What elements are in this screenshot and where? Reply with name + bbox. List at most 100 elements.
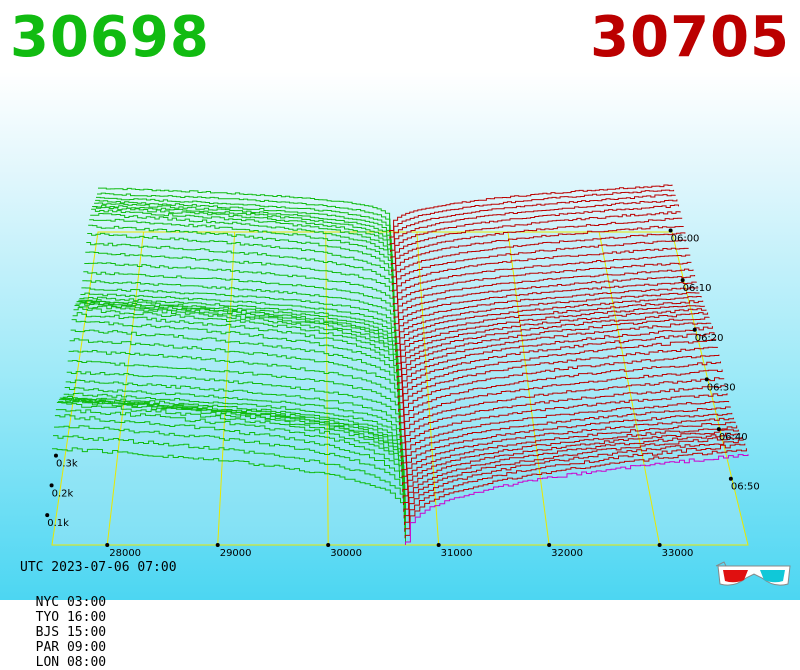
bid-depth-line: [93, 204, 392, 266]
bid-depth-line: [82, 280, 396, 339]
price-tick-label: 30000: [330, 548, 362, 559]
bid-depth-line: [81, 287, 396, 346]
bid-depth-line: [78, 299, 397, 366]
bid-depth-line: [74, 305, 399, 392]
clock-tyo: TYO 16:00: [35, 610, 107, 625]
ask-depth-line: [398, 354, 720, 426]
ask-depth-line: [390, 211, 681, 266]
price-tick-label: 33000: [662, 548, 694, 559]
ask-depth-line: [395, 305, 705, 366]
depth-tick-label: 0.3k: [56, 459, 78, 470]
bid-depth-line: [64, 387, 402, 459]
time-tick-label: 06:30: [707, 382, 736, 393]
bid-depth-line: [79, 296, 397, 359]
ask-depth-line: [394, 292, 700, 346]
bid-depth-line: [54, 414, 405, 525]
ask-depth-line: [390, 199, 678, 252]
bid-depth-line: [60, 397, 403, 486]
bid-depth-line: [89, 218, 394, 292]
price-tick-label: 28000: [109, 548, 141, 559]
price-tick-label: 32000: [551, 548, 583, 559]
time-tick-label: 06:40: [719, 432, 748, 443]
ask-depth-line: [397, 332, 715, 406]
bid-depth-line: [87, 232, 394, 306]
ask-depth-line: [405, 454, 749, 545]
depth-tick-dot: [49, 483, 54, 488]
time-tick-dot: [716, 427, 721, 432]
time-tick-label: 06:00: [671, 233, 700, 244]
bid-depth-line: [65, 379, 402, 452]
ask-depth-line: [391, 232, 686, 286]
bid-depth-line: [94, 202, 392, 259]
depth-tick-dot: [45, 513, 50, 518]
ask-depth-line: [399, 377, 725, 446]
ask-depth-line: [400, 393, 728, 459]
bid-depth-line: [56, 402, 405, 512]
bid-depth-line: [83, 271, 396, 332]
ask-depth-line: [401, 412, 733, 479]
time-tick-dot: [692, 327, 697, 332]
ask-depth-line: [404, 439, 744, 525]
world-clocks: NYC 03:00 TYO 16:00 BJS 15:00 PAR 09:00 …: [20, 580, 130, 670]
bid-price: 30698: [10, 5, 210, 70]
bid-depth-line: [92, 206, 393, 272]
clock-nyc: NYC 03:00: [35, 595, 107, 610]
bid-depth-line: [73, 307, 399, 399]
ask-depth-line: [390, 204, 679, 259]
ask-depth-line: [392, 254, 691, 306]
bid-depth-line: [90, 213, 393, 286]
bid-depth-series: [52, 187, 406, 545]
ask-depth-line: [401, 406, 731, 472]
bid-depth-line: [98, 187, 391, 232]
price-gridline: [217, 231, 236, 546]
depth-tick-label: 0.2k: [52, 488, 74, 499]
bid-depth-line: [54, 425, 406, 532]
clock-lon: LON 08:00: [35, 655, 107, 670]
bid-depth-line: [62, 396, 403, 472]
3d-glasses-icon[interactable]: [714, 560, 794, 592]
ask-depth-line: [402, 417, 734, 486]
ask-depth-line: [402, 421, 736, 492]
ask-depth-line: [400, 385, 726, 452]
bid-depth-line: [66, 371, 401, 446]
ask-depth-line: [404, 443, 746, 532]
depth-tick-dot: [53, 453, 58, 458]
ask-depth-line: [402, 425, 738, 499]
ask-depth-line: [391, 217, 683, 272]
bid-depth-line: [53, 435, 406, 539]
bid-depth-line: [57, 400, 404, 505]
ask-depth-series: [389, 184, 749, 545]
price-tick-dot: [547, 543, 552, 547]
depth-tick-label: 0.1k: [47, 518, 69, 529]
bid-depth-line: [84, 262, 395, 326]
ask-depth-line: [404, 448, 747, 539]
time-tick-dot: [680, 278, 685, 283]
time-tick-label: 06:20: [695, 333, 724, 344]
ask-depth-line: [393, 268, 694, 319]
time-tick-label: 06:50: [731, 482, 760, 493]
bid-depth-line: [72, 312, 399, 406]
bid-depth-line: [58, 398, 404, 499]
ask-depth-line: [394, 281, 697, 332]
time-tick-dot: [704, 377, 709, 382]
ask-depth-line: [394, 287, 699, 339]
ask-depth-line: [389, 184, 673, 232]
bid-depth-line: [71, 319, 400, 412]
ask-depth-line: [389, 194, 676, 246]
bid-depth-line: [85, 251, 395, 319]
ask-depth-line: [399, 361, 721, 432]
ask-depth-line: [395, 296, 702, 352]
ask-depth-line: [397, 326, 713, 399]
ask-depth-line: [391, 225, 684, 279]
ask-depth-line: [395, 300, 704, 359]
ask-depth-line: [403, 437, 742, 519]
ask-depth-line: [403, 429, 739, 505]
time-tick-dot: [728, 476, 733, 481]
ask-depth-line: [399, 369, 723, 439]
bid-depth-line: [76, 300, 398, 379]
bid-depth-line: [67, 360, 401, 439]
bid-depth-line: [80, 292, 397, 352]
ask-depth-line: [403, 432, 741, 512]
bid-depth-line: [55, 409, 405, 519]
bid-depth-line: [97, 192, 391, 239]
